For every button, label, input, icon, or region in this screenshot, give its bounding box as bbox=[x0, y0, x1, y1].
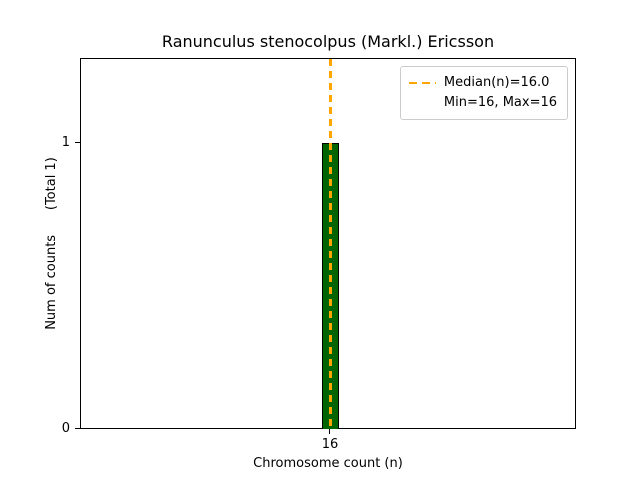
legend-minmax-label: Min=16, Max=16 bbox=[443, 95, 557, 110]
y-axis-label: Num of counts (Total 1) bbox=[44, 157, 59, 330]
y-tick-label-0: 0 bbox=[61, 421, 70, 436]
y-tick-mark-0 bbox=[75, 428, 80, 429]
chart-title: Ranunculus stenocolpus (Markl.) Ericsson bbox=[161, 32, 495, 51]
legend-entry-minmax: Min=16, Max=16 bbox=[444, 93, 557, 113]
legend-median-label: Median(n)=16.0 bbox=[443, 75, 550, 90]
y-tick-mark-1 bbox=[75, 142, 80, 143]
median-line bbox=[329, 59, 332, 428]
x-tick-label-16: 16 bbox=[321, 437, 339, 452]
legend-entry-median: Median(n)=16.0 bbox=[408, 73, 557, 93]
y-tick-label-1: 1 bbox=[61, 135, 70, 150]
plot-area: Median(n)=16.0 Min=16, Max=16 bbox=[80, 58, 576, 429]
x-axis-label: Chromosome count (n) bbox=[253, 456, 403, 471]
median-line-sample-icon bbox=[408, 82, 436, 84]
legend: Median(n)=16.0 Min=16, Max=16 bbox=[399, 66, 568, 120]
x-tick-mark-16 bbox=[329, 429, 330, 434]
